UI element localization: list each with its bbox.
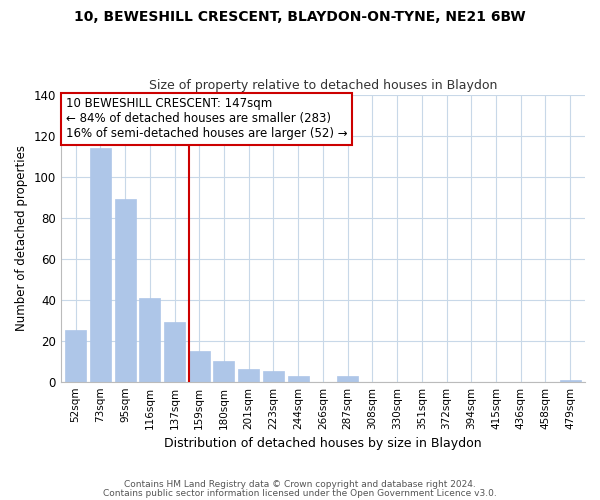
Bar: [65, 330, 86, 382]
Bar: [139, 298, 160, 382]
Title: Size of property relative to detached houses in Blaydon: Size of property relative to detached ho…: [149, 79, 497, 92]
Text: 10, BEWESHILL CRESCENT, BLAYDON-ON-TYNE, NE21 6BW: 10, BEWESHILL CRESCENT, BLAYDON-ON-TYNE,…: [74, 10, 526, 24]
Text: Contains public sector information licensed under the Open Government Licence v3: Contains public sector information licen…: [103, 488, 497, 498]
Bar: [287, 376, 308, 382]
Bar: [263, 372, 284, 382]
Bar: [90, 148, 111, 382]
Y-axis label: Number of detached properties: Number of detached properties: [15, 145, 28, 331]
X-axis label: Distribution of detached houses by size in Blaydon: Distribution of detached houses by size …: [164, 437, 482, 450]
Bar: [337, 376, 358, 382]
Bar: [560, 380, 581, 382]
Bar: [115, 199, 136, 382]
Bar: [238, 370, 259, 382]
Bar: [164, 322, 185, 382]
Bar: [189, 351, 210, 382]
Text: 10 BEWESHILL CRESCENT: 147sqm
← 84% of detached houses are smaller (283)
16% of : 10 BEWESHILL CRESCENT: 147sqm ← 84% of d…: [66, 98, 347, 140]
Bar: [214, 361, 235, 382]
Text: Contains HM Land Registry data © Crown copyright and database right 2024.: Contains HM Land Registry data © Crown c…: [124, 480, 476, 489]
